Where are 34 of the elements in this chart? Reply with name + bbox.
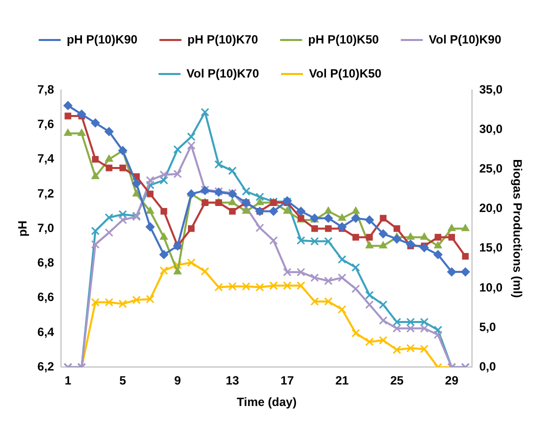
x-tick-label: 13 xyxy=(226,374,240,388)
legend-label: Vol P(10)K90 xyxy=(428,32,502,46)
y-tick-label: 6,6 xyxy=(37,290,54,304)
x-tick-label: 5 xyxy=(119,374,126,388)
y-tick-label: 7,6 xyxy=(37,116,54,131)
y-tick-label: 6,4 xyxy=(37,324,54,339)
legend-label: pH P(10)K50 xyxy=(308,32,380,46)
y2-tick-label: 35,0 xyxy=(479,82,503,96)
legend-label: pH P(10)K90 xyxy=(66,32,138,46)
y2-tick-label: 5,0 xyxy=(479,320,496,334)
x-tick-label: 9 xyxy=(174,374,182,388)
y-tick-label: 6,2 xyxy=(37,360,54,374)
y-tick-label: 7,2 xyxy=(37,186,54,200)
y-tick-label: 7,8 xyxy=(37,82,54,96)
x-tick-label: 25 xyxy=(390,374,404,388)
x-axis-title: Time (day) xyxy=(236,395,297,410)
legend-label: Vol P(10)K50 xyxy=(309,66,382,80)
y2-tick-label: 15,0 xyxy=(479,240,503,255)
y2-axis-title: Biogas Productions (ml) xyxy=(510,159,524,298)
y2-tick-label: 25,0 xyxy=(479,162,503,176)
y-tick-label: 7,4 xyxy=(37,152,54,166)
y-axis-title: pH xyxy=(16,220,30,237)
y2-tick-label: 0,0 xyxy=(479,360,496,374)
y-tick-label: 7,0 xyxy=(37,220,54,235)
y2-tick-label: 30,0 xyxy=(479,122,503,136)
y-tick-label: 6,8 xyxy=(37,256,54,270)
y2-tick-label: 10,0 xyxy=(479,280,503,294)
legend-label: Vol P(10)K70 xyxy=(186,66,260,80)
legend-label: pH P(10)K70 xyxy=(187,32,258,46)
x-tick-label: 29 xyxy=(445,374,459,388)
x-tick-label: 1 xyxy=(64,374,72,388)
x-tick-label: 21 xyxy=(335,374,350,388)
x-tick-label: 17 xyxy=(280,374,294,388)
y2-tick-label: 20,0 xyxy=(479,201,503,216)
